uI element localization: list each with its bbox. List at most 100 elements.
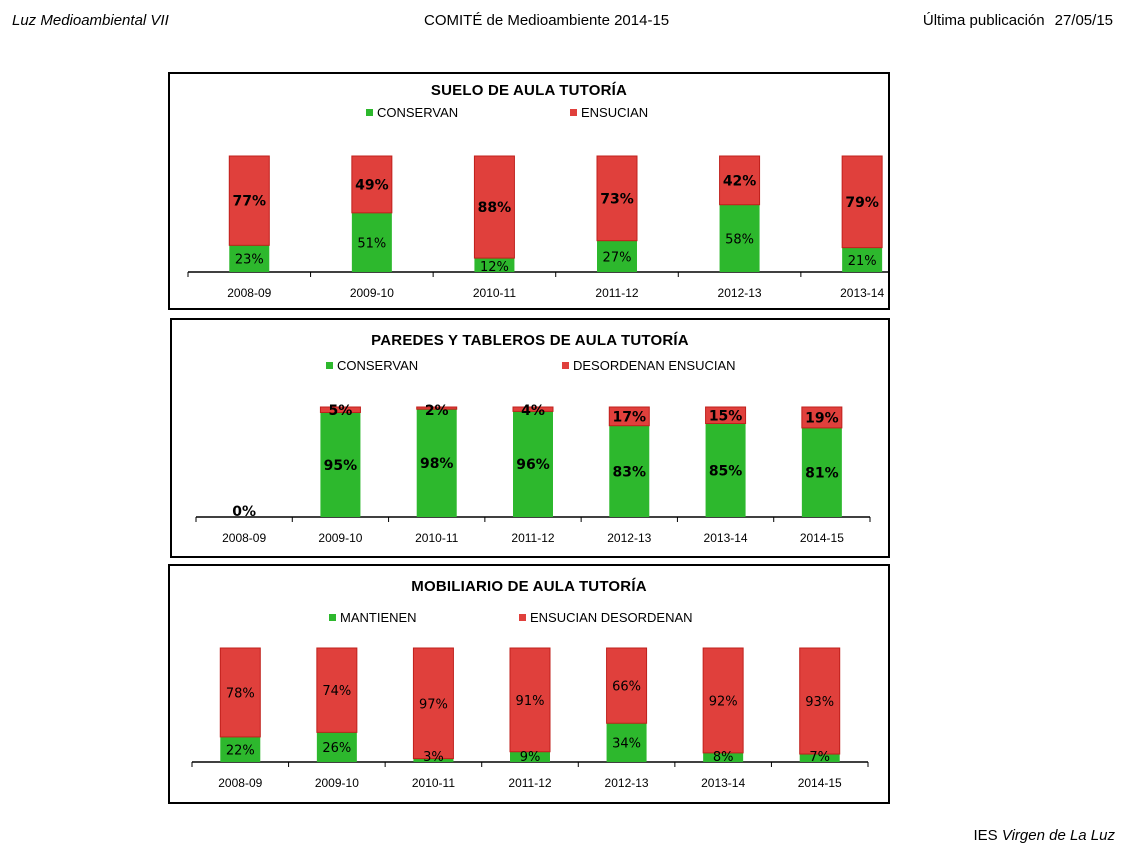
footer-school-name: Virgen de La Luz	[1001, 827, 1115, 844]
bar-segment-conserve	[597, 240, 637, 272]
data-label-conserve: 83%	[613, 464, 647, 480]
data-label-dirty: 93%	[805, 695, 834, 710]
category-label: 2010-11	[415, 531, 458, 545]
data-label-conserve: 7%	[809, 750, 830, 765]
category-label: 2013-14	[701, 776, 745, 790]
publication-info: Última publicación 27/05/15	[923, 12, 1113, 29]
category-label: 2009-10	[350, 286, 394, 300]
data-label-dirty: 77%	[233, 194, 267, 210]
category-label: 2013-14	[704, 531, 748, 545]
category-label: 2008-09	[218, 776, 262, 790]
category-label: 2012-13	[718, 286, 762, 300]
chart-title: SUELO DE AULA TUTORÍA	[430, 82, 628, 99]
chart-plot: 0% 2008-09 95% 5% 2009-10 98% 2% 2010-11 96% 4% 20…	[195, 403, 871, 545]
bar-segment-dirty	[596, 155, 638, 242]
bar-segment-dirty	[319, 406, 361, 413]
bar-segment-conserve	[320, 412, 361, 517]
bar-segment-conserve	[799, 754, 840, 762]
bar-segment-dirty	[316, 647, 358, 733]
data-label-dirty: 19%	[805, 410, 839, 426]
data-label-conserve: 12%	[480, 260, 509, 275]
data-label-conserve: 58%	[725, 232, 754, 247]
data-label-dirty: 79%	[845, 195, 879, 211]
bar-segment-dirty	[719, 155, 761, 206]
data-label-conserve: 96%	[516, 457, 550, 473]
data-label-conserve: 51%	[357, 236, 386, 251]
bar-segment-conserve	[801, 427, 842, 517]
bar-segment-conserve	[474, 258, 515, 272]
bar-segment-dirty	[606, 647, 648, 724]
data-label-conserve: 81%	[805, 465, 839, 481]
legend-swatch-green	[329, 614, 336, 621]
legend-item-dirty: ENSUCIAN	[570, 105, 648, 120]
bar-segment-dirty	[608, 406, 650, 427]
data-label-dirty: 78%	[226, 686, 255, 701]
data-label-conserve: 34%	[612, 737, 641, 752]
category-label: 2011-12	[595, 286, 638, 300]
category-label: 2009-10	[318, 531, 362, 545]
data-label-conserve: 85%	[709, 463, 743, 479]
bar-segment-dirty	[799, 647, 841, 755]
category-label: 2011-12	[508, 776, 551, 790]
bar-segment-dirty	[705, 406, 747, 424]
data-label-conserve: 26%	[322, 741, 351, 756]
bar-segment-conserve	[703, 752, 744, 762]
bar-segment-dirty	[219, 647, 261, 738]
data-label-dirty: 49%	[355, 177, 389, 193]
legend-item-conserve: CONSERVAN	[326, 358, 418, 373]
data-label-dirty: 4%	[521, 403, 545, 419]
data-label-dirty: 66%	[612, 680, 641, 695]
category-label: 2014-15	[800, 531, 844, 545]
data-label-dirty: 91%	[516, 694, 545, 709]
bar-segment-conserve	[229, 245, 270, 272]
legend-label: MANTIENEN	[340, 610, 417, 625]
legend-swatch-red	[562, 362, 569, 369]
category-label: 2013-14	[840, 286, 884, 300]
bar-segment-dirty	[412, 647, 454, 760]
committee-title: COMITÉ de Medioambiente 2014-15	[424, 12, 670, 29]
legend-label: DESORDENAN ENSUCIAN	[573, 358, 736, 373]
bar-segment-dirty	[702, 647, 744, 754]
category-label: 2010-11	[412, 776, 455, 790]
publication-date: 27/05/15	[1054, 12, 1113, 29]
publication-label: Última publicación	[922, 12, 1045, 29]
category-label: 2012-13	[607, 531, 651, 545]
data-label-dirty: 88%	[478, 200, 512, 216]
data-label-dirty: 74%	[322, 684, 351, 699]
bar-segment-conserve	[513, 411, 553, 517]
bar-segment-conserve	[220, 736, 261, 762]
legend-label: ENSUCIAN	[581, 105, 649, 120]
bar-segment-dirty	[509, 647, 551, 753]
footer-school: IES Virgen de La Luz	[973, 827, 1115, 844]
data-label-dirty: 2%	[425, 403, 449, 419]
legend-swatch-red	[570, 109, 577, 116]
chart-panel-mobiliario: MOBILIARIO DE AULA TUTORÍA MANTIENEN ENS…	[168, 564, 890, 804]
category-label: 2012-13	[605, 776, 649, 790]
chart-panel-paredes: PAREDES Y TABLEROS DE AULA TUTORÍA CONSE…	[170, 318, 890, 558]
legend-swatch-red	[519, 614, 526, 621]
data-label-conserve: 3%	[423, 750, 444, 765]
bar-segment-conserve	[705, 423, 746, 517]
category-label: 2009-10	[315, 776, 359, 790]
legend-item-dirty: ENSUCIAN DESORDENAN	[519, 610, 693, 625]
data-label-conserve: 95%	[324, 458, 358, 474]
bar-segment-dirty	[801, 406, 843, 429]
data-label-conserve: 98%	[420, 456, 454, 472]
data-label-conserve: 23%	[235, 253, 264, 268]
category-label: 2014-15	[798, 776, 842, 790]
data-label-conserve: 22%	[226, 743, 255, 758]
bar-segment-dirty	[841, 155, 883, 249]
chart-plot: 22% 78% 2008-09 26% 74% 2009-10 3% 97% 2010-11 9%…	[191, 647, 869, 790]
data-label-conserve: 8%	[713, 750, 734, 765]
data-label-dirty: 92%	[709, 694, 738, 709]
document-title: Luz Medioambiental VII	[12, 12, 169, 29]
legend-label: ENSUCIAN DESORDENAN	[530, 610, 693, 625]
data-label-conserve: 21%	[848, 254, 877, 269]
bar-segment-dirty	[228, 155, 270, 246]
bar-segment-conserve	[510, 751, 550, 762]
data-label-conserve: 27%	[603, 250, 632, 265]
data-label-dirty: 42%	[723, 173, 757, 189]
footer-prefix: IES	[973, 827, 1002, 844]
data-label-conserve: 0%	[232, 504, 256, 520]
legend-label: CONSERVAN	[377, 105, 459, 120]
